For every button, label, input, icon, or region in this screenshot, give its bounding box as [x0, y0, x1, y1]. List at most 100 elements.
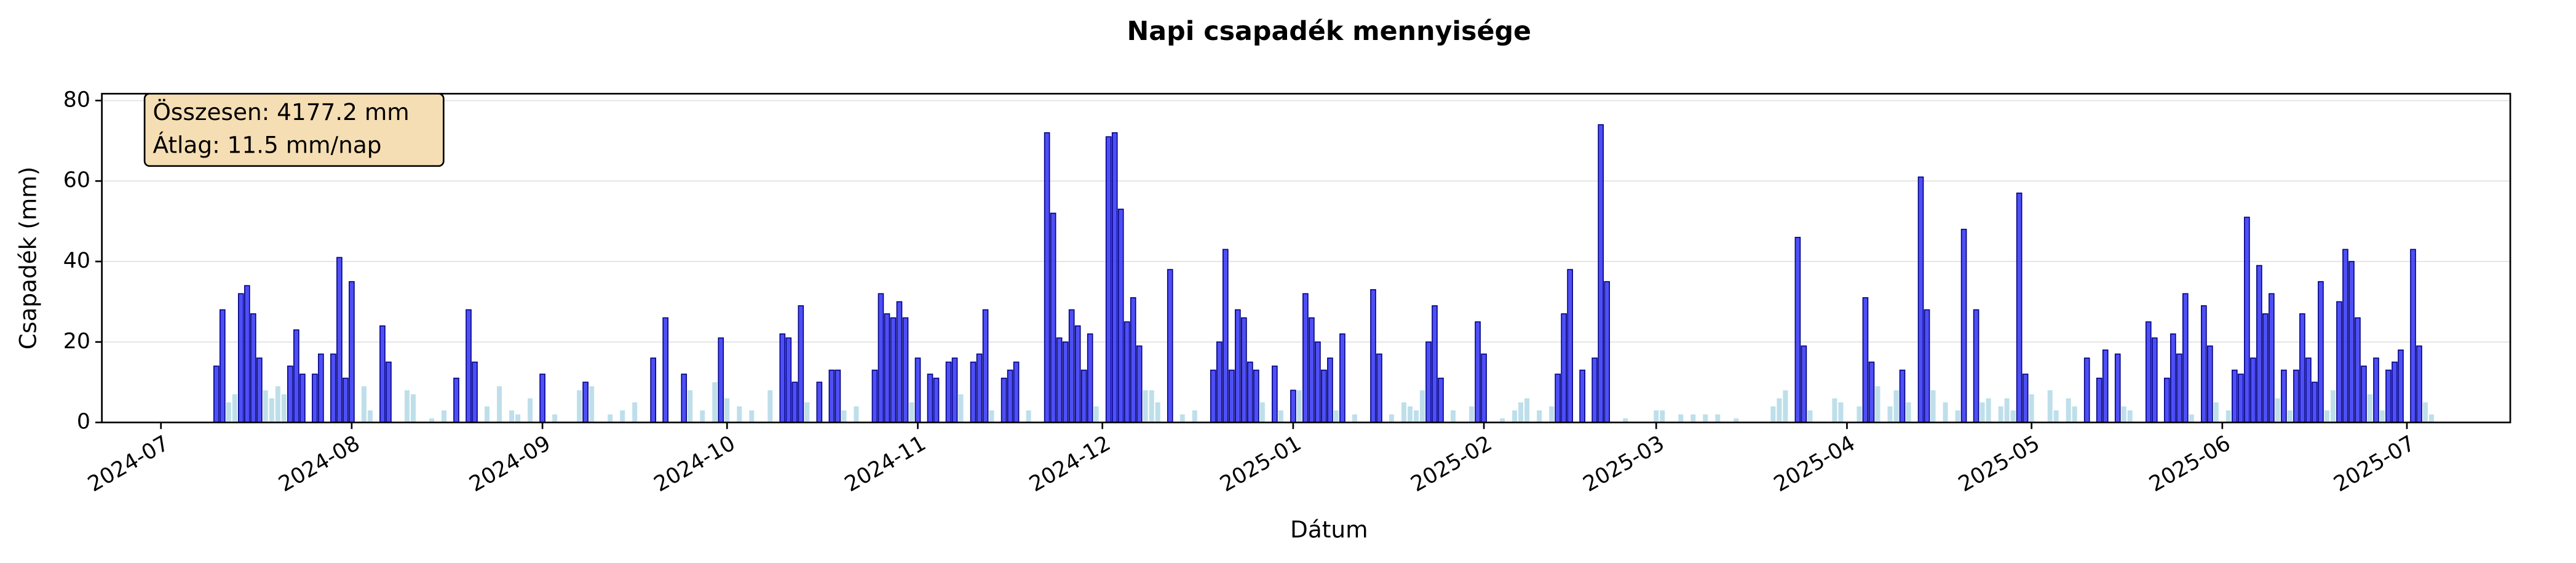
bar: [791, 381, 798, 423]
bar: [2182, 293, 2189, 423]
bar: [1389, 414, 1394, 423]
bar: [539, 373, 545, 423]
bar: [1432, 305, 1438, 423]
bar: [2318, 281, 2324, 423]
bar: [945, 361, 952, 423]
bar: [1179, 414, 1185, 423]
bar: [1093, 406, 1099, 423]
bar: [1801, 345, 1807, 423]
bar: [1105, 136, 1112, 423]
bar: [2367, 394, 2372, 423]
bar: [2010, 410, 2016, 423]
bar: [2232, 369, 2238, 423]
bar: [2072, 406, 2077, 423]
bar: [404, 390, 410, 423]
bar: [933, 377, 940, 423]
bar: [1315, 341, 1321, 423]
bar: [293, 329, 299, 423]
bar: [712, 382, 718, 423]
bar: [1973, 309, 1980, 423]
bar: [1734, 418, 1739, 423]
bar: [2029, 394, 2034, 423]
bar: [828, 369, 835, 423]
bar: [1087, 333, 1093, 423]
bar: [976, 353, 983, 423]
bar: [1899, 369, 1906, 423]
bar: [1451, 410, 1456, 423]
bar: [2373, 357, 2379, 423]
bar: [1930, 390, 1936, 423]
bar: [2096, 377, 2102, 423]
bar: [577, 390, 582, 423]
bar: [472, 361, 478, 423]
bar: [1425, 341, 1432, 423]
bar: [749, 410, 755, 423]
bar: [1660, 410, 1665, 423]
bar: [2416, 345, 2422, 423]
bar: [1960, 228, 1967, 423]
bar: [1955, 410, 1960, 423]
bar: [312, 373, 318, 423]
bar: [336, 257, 343, 423]
bar: [1537, 410, 1542, 423]
bar: [552, 414, 558, 423]
bar: [1296, 390, 1302, 423]
bar: [1155, 402, 1160, 423]
bar: [2385, 369, 2392, 423]
bar: [299, 373, 306, 423]
bar: [1549, 406, 1555, 423]
bar: [1124, 321, 1130, 423]
bar: [2324, 410, 2329, 423]
x-tick-label: 2024-09: [466, 431, 555, 497]
bar: [1253, 369, 1259, 423]
bar: [1943, 402, 1948, 423]
bar: [1832, 398, 1837, 423]
x-tick-label: 2025-03: [1579, 431, 1669, 497]
bar: [1481, 353, 1487, 423]
bar: [275, 386, 280, 423]
bar: [263, 390, 268, 423]
bar: [1407, 406, 1413, 423]
bar: [281, 394, 287, 423]
bar: [2083, 357, 2090, 423]
bar: [1247, 361, 1253, 423]
bar: [2102, 349, 2109, 423]
bar: [2262, 313, 2269, 423]
bar: [2361, 365, 2367, 423]
x-tick-label: 2024-07: [84, 431, 173, 497]
bar: [779, 333, 786, 423]
bar: [2207, 345, 2213, 423]
bar: [2299, 313, 2305, 423]
bar: [854, 406, 859, 423]
bar: [1290, 389, 1296, 423]
bar: [2047, 390, 2053, 423]
annotation-box: [143, 92, 445, 167]
bar: [1857, 406, 1862, 423]
bar: [1056, 337, 1063, 423]
bar: [1376, 353, 1382, 423]
bar: [287, 365, 293, 423]
bar: [1690, 414, 1696, 423]
x-tick-label: 2024-11: [841, 431, 930, 497]
bar: [2121, 406, 2126, 423]
bar: [1591, 357, 1598, 423]
bar: [927, 373, 933, 423]
bar: [379, 325, 386, 423]
bar: [1555, 373, 1561, 423]
bar: [724, 398, 730, 423]
bar: [1013, 361, 1020, 423]
bar: [2170, 333, 2176, 423]
bar: [1001, 377, 1007, 423]
bar: [589, 386, 595, 423]
bar: [1770, 406, 1776, 423]
y-tick-label: 60: [63, 168, 90, 193]
bar: [442, 410, 447, 423]
x-tick-label: 2025-05: [1954, 431, 2044, 497]
bar: [485, 406, 490, 423]
bar: [1321, 369, 1327, 423]
y-tick-label: 0: [77, 410, 90, 434]
bar: [1598, 124, 1604, 423]
bar: [1370, 289, 1376, 423]
bar: [1777, 398, 1782, 423]
